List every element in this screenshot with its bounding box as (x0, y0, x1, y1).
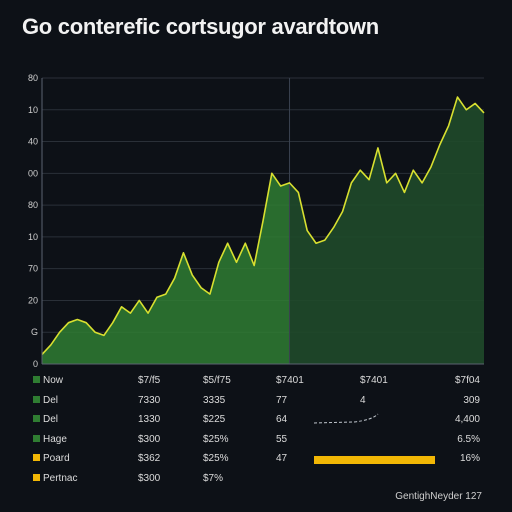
row-value: $7/f5 (138, 375, 161, 386)
row-value: $362 (138, 453, 161, 464)
footer-label: GentighNeyder 127 (395, 491, 482, 502)
table-row: Now $7/f5 $5/f75 $7401 $7401 $7f04 (0, 372, 512, 392)
y-tick-label: 80 (28, 200, 38, 210)
y-tick-label: 20 (28, 295, 38, 305)
row-value: 309 (463, 394, 480, 406)
area-right (289, 97, 484, 365)
row-name: Del (43, 414, 59, 425)
y-tick-label: 00 (28, 168, 38, 178)
legend-swatch (33, 415, 40, 422)
y-tick-label: 0 (33, 359, 38, 369)
row-name: Now (43, 375, 64, 386)
row-value: 16% (459, 453, 480, 464)
row-value: $5/f75 (203, 375, 231, 386)
row-value: 7330 (138, 394, 161, 406)
row-name: Poard (43, 453, 70, 464)
area-left (42, 173, 290, 364)
data-table: Now $7/f5 $5/f75 $7401 $7401 $7f04 Del 7330 3335… (0, 372, 512, 489)
legend-swatch (33, 395, 40, 403)
row-value: 4 (360, 394, 366, 406)
row-name: Del (43, 394, 59, 406)
table-row: Del 7330 3335 77 4 309 (0, 392, 512, 412)
row-value: $300 (138, 472, 161, 484)
row-name: Pertnac (43, 472, 78, 484)
table-row: Del 1330 $225 64 4,400 (0, 411, 512, 431)
y-tick-label: 10 (28, 232, 38, 242)
row-name: Hage (43, 433, 67, 445)
table-row: Hage $300 $25% 55 6.5% (0, 431, 512, 451)
chart-title: Go conterefic cortsugor avardtown (22, 14, 379, 39)
area-chart: 0 G 20 70 10 80 00 40 10 80 (28, 73, 485, 369)
table-row: Poard $362 $25% 47 16% (0, 450, 512, 470)
row-value: 6.5% (457, 433, 480, 445)
legend-swatch (33, 473, 40, 481)
row-value: 1330 (138, 414, 161, 425)
row-value: $25% (203, 453, 229, 464)
y-tick-label: G (31, 327, 38, 337)
row-value: 4,400 (454, 414, 480, 425)
table-row: Pertnac $300 $7% (0, 470, 512, 490)
row-value: 3335 (203, 394, 226, 406)
trend-dashed-line (314, 413, 379, 424)
row-value: 55 (276, 433, 288, 445)
progress-bar (314, 456, 435, 464)
row-value: $7401 (360, 375, 388, 386)
trend-dashed-path (314, 413, 379, 424)
series-line (41, 96, 485, 356)
row-value: $7401 (276, 375, 304, 386)
row-value: $225 (203, 414, 226, 425)
row-value: $300 (138, 433, 161, 445)
y-tick-label: 80 (28, 73, 38, 83)
y-tick-label: 40 (28, 137, 38, 147)
legend-swatch (33, 454, 40, 461)
legend-swatch (33, 434, 40, 442)
row-value: 64 (276, 414, 288, 425)
row-value: $7f04 (454, 375, 480, 386)
legend-swatch (33, 376, 40, 383)
row-value: $7% (203, 472, 224, 484)
row-value: 47 (276, 453, 288, 464)
y-tick-label: 70 (28, 264, 38, 274)
row-value: $25% (203, 433, 229, 445)
y-tick-label: 10 (28, 105, 38, 115)
row-value: 77 (276, 394, 288, 406)
